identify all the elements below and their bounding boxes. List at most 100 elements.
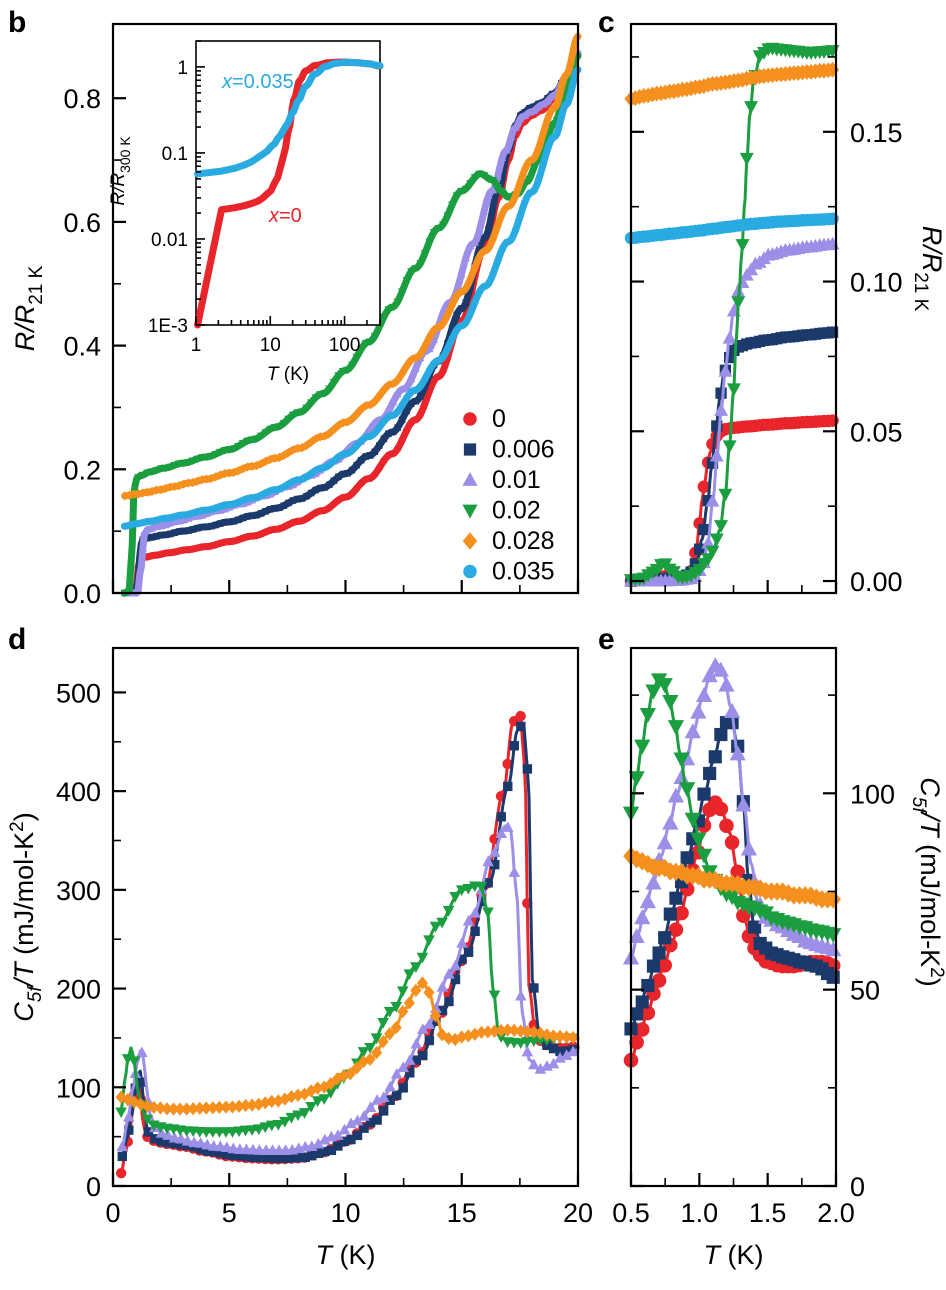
data-point — [567, 1045, 579, 1057]
data-point — [503, 781, 513, 792]
panel-b-plot — [120, 32, 582, 598]
data-point — [571, 71, 579, 80]
data-point — [252, 1124, 265, 1136]
data-point — [384, 1080, 396, 1092]
data-point — [298, 1087, 311, 1101]
panel-d-ytick-label: 100 — [56, 1073, 101, 1103]
data-point — [709, 533, 724, 547]
data-point — [718, 488, 733, 502]
data-point — [495, 827, 508, 838]
data-point — [361, 340, 370, 348]
data-point — [448, 300, 457, 310]
data-point — [488, 846, 501, 857]
data-point — [233, 1099, 245, 1113]
data-point — [695, 687, 713, 702]
data-point — [202, 1146, 212, 1156]
data-point — [352, 1130, 363, 1141]
data-point — [403, 394, 411, 402]
data-point — [307, 399, 316, 407]
data-point — [169, 1138, 180, 1149]
data-point — [466, 274, 475, 284]
data-point — [364, 1042, 376, 1054]
data-point — [443, 345, 452, 353]
data-point — [482, 1025, 494, 1039]
data-point — [275, 423, 284, 431]
data-point — [508, 1023, 520, 1037]
data-point — [436, 980, 449, 992]
data-point — [488, 1024, 501, 1038]
data-point — [416, 976, 429, 990]
data-point — [453, 311, 460, 319]
data-point — [701, 667, 718, 683]
data-point — [209, 1146, 219, 1157]
data-point — [128, 1056, 141, 1068]
data-point — [735, 239, 750, 252]
data-point — [259, 1096, 271, 1110]
legend-label-0.006: 0.006 — [492, 436, 555, 464]
data-point — [180, 527, 188, 535]
data-point — [125, 587, 134, 596]
data-point — [662, 814, 679, 830]
data-point — [357, 345, 366, 354]
data-point — [300, 1152, 310, 1162]
data-point — [525, 175, 534, 184]
data-point — [462, 299, 470, 307]
data-point — [393, 445, 402, 453]
data-point — [630, 1007, 644, 1021]
data-point — [293, 409, 302, 417]
data-point — [298, 1108, 311, 1119]
data-point — [215, 1148, 225, 1158]
data-point — [669, 891, 683, 905]
data-point — [122, 1093, 134, 1107]
data-point — [470, 262, 479, 273]
data-point — [167, 1102, 180, 1116]
data-point — [416, 410, 424, 419]
panel-d-ytick-label: 500 — [56, 678, 101, 708]
data-point — [554, 1051, 566, 1063]
data-point — [384, 306, 393, 314]
panel-c-ytick-label: 0.00 — [850, 567, 903, 597]
data-point — [484, 279, 493, 288]
data-point — [516, 114, 525, 122]
data-point — [449, 1032, 461, 1047]
panel-a-ytick-label: 1E-3 — [148, 316, 188, 337]
data-point — [143, 1127, 154, 1137]
data-point — [316, 432, 325, 442]
data-point — [718, 363, 733, 377]
data-point — [339, 470, 347, 478]
data-point — [489, 177, 498, 185]
data-point — [434, 372, 443, 381]
data-point — [443, 967, 455, 979]
data-point — [201, 1138, 214, 1150]
data-point — [658, 931, 672, 945]
svg-text:C5f/T (mJ/mol-K2): C5f/T (mJ/mol-K2) — [908, 777, 946, 986]
data-point — [248, 512, 256, 519]
data-point — [429, 228, 439, 237]
data-point — [285, 1112, 298, 1124]
data-point — [508, 866, 521, 877]
panel-d-ytick-label: 200 — [56, 975, 101, 1005]
data-point — [221, 519, 228, 526]
data-point — [495, 1023, 507, 1038]
series-line-0.02 — [119, 883, 580, 1134]
panel-d-xtick-label: 10 — [330, 1198, 360, 1228]
data-point — [194, 524, 201, 532]
panel-a-annotation-x0: x=0 — [268, 205, 302, 227]
data-point — [202, 474, 211, 484]
panel-c-ytick-label: 0.10 — [850, 268, 903, 298]
data-point — [157, 531, 165, 539]
data-point — [324, 1088, 337, 1099]
data-point — [346, 1134, 356, 1145]
data-point — [534, 102, 543, 111]
data-point — [166, 463, 175, 472]
data-point — [656, 678, 673, 694]
data-point — [706, 457, 719, 469]
data-point — [162, 1129, 174, 1140]
data-point — [826, 326, 839, 338]
data-point — [389, 450, 397, 458]
data-point — [522, 764, 533, 774]
panel-a-xtick-label: 100 — [329, 335, 361, 356]
data-point — [457, 187, 466, 196]
data-point — [462, 471, 478, 486]
data-point — [194, 1101, 206, 1115]
